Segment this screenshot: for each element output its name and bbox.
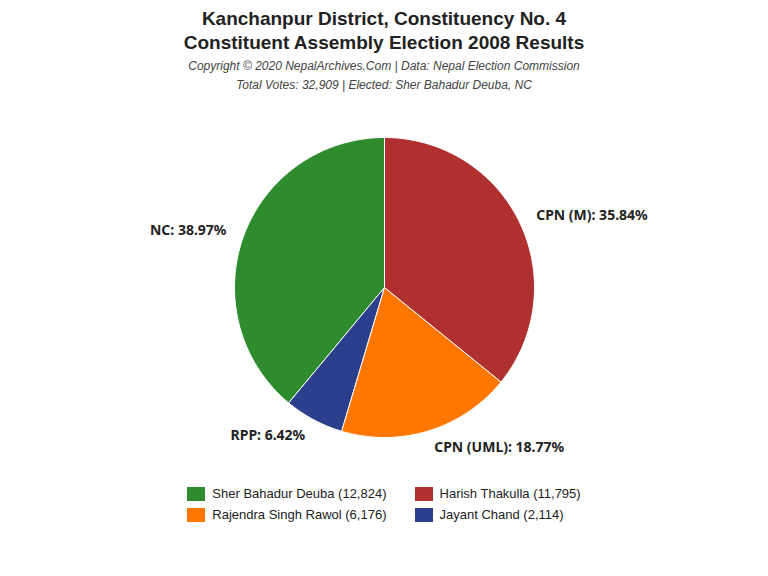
html-text:Sher Bahadur Deuba (12,824): Sher Bahadur Deuba (12,824) (212, 486, 387, 501)
html-text:Total Votes: 32,909 | Elected:: Total Votes: 32,909 | Elected: Sher Baha… (236, 78, 532, 92)
html-text:Kanchanpur District, Constitue: Kanchanpur District, Constituency No. 4 (201, 8, 567, 29)
html-text:Rajendra Singh Rawol (6,176): Rajendra Singh Rawol (6,176) (212, 507, 387, 522)
html-text:Jayant Chand (2,114): Jayant Chand (2,114) (439, 507, 564, 522)
svg-text:CPN (UML): 18.77%: CPN (UML): 18.77% (434, 437, 564, 456)
svg-text:RPP: 6.42%: RPP: 6.42% (231, 425, 306, 444)
svg-text:CPN (M): 35.84%: CPN (M): 35.84% (536, 205, 648, 224)
svg-text:NC: 38.97%: NC: 38.97% (150, 220, 227, 239)
html-text:Copyright © 2020 NepalArchives: Copyright © 2020 NepalArchives.Com | Dat… (188, 59, 580, 73)
html-text:Constituent Assembly Election: Constituent Assembly Election 2008 Resul… (183, 32, 585, 53)
html-text:Harish Thakulla (11,795): Harish Thakulla (11,795) (439, 486, 581, 501)
